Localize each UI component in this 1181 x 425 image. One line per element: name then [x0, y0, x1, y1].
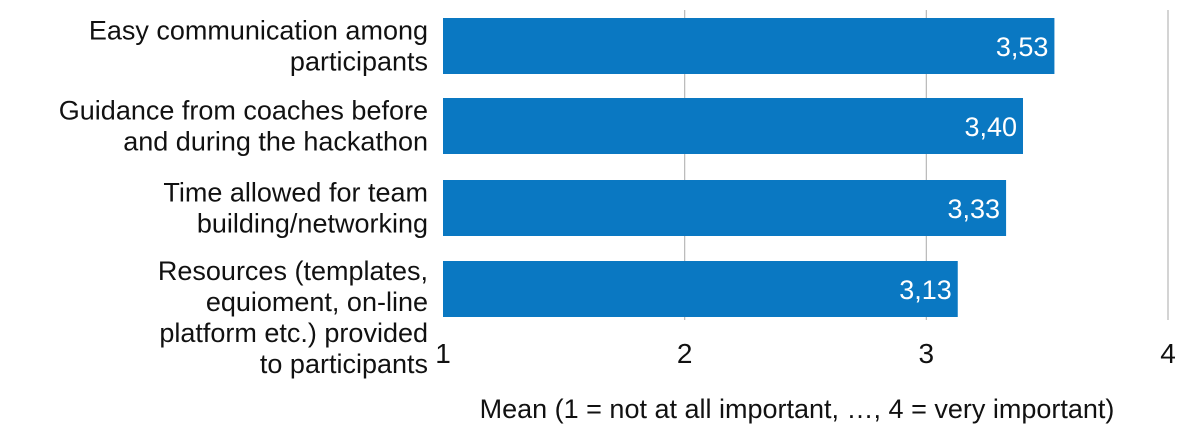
category-label-line: Easy communication among: [89, 16, 428, 46]
value-label-1: 3,53: [996, 32, 1049, 62]
value-label-4: 3,13: [899, 275, 952, 305]
bar-3: [443, 180, 1007, 236]
category-label-4: Resources (templates, equioment, on-line p…: [158, 256, 428, 379]
value-label-3: 3,33: [948, 194, 1001, 224]
category-label-2: Guidance from coaches before and during t…: [59, 96, 428, 157]
category-label-line: participants: [290, 47, 428, 77]
category-label-1: Easy communication among participants: [89, 16, 428, 77]
x-tick-label-3: 3: [919, 338, 935, 369]
category-label-line: platform etc.) provided: [159, 318, 428, 348]
bars: [443, 18, 1055, 317]
value-labels: 3,53 3,40 3,33 3,13: [899, 32, 1048, 305]
x-tick-labels: 1 2 3 4: [435, 338, 1176, 369]
category-label-line: Time allowed for team: [163, 178, 428, 208]
x-tick-label-1: 1: [435, 338, 451, 369]
category-label-line: equioment, on-line: [206, 287, 428, 317]
category-label-3: Time allowed for team building/networking: [163, 178, 428, 239]
category-label-line: to participants: [260, 349, 428, 379]
x-tick-label-2: 2: [677, 338, 693, 369]
category-label-line: building/networking: [197, 209, 428, 239]
x-axis-title: Mean (1 = not at all important, …, 4 = v…: [480, 394, 1115, 424]
bar-1: [443, 18, 1055, 74]
category-label-line: Guidance from coaches before: [59, 96, 428, 126]
x-tick-label-4: 4: [1160, 338, 1176, 369]
bar-4: [443, 261, 958, 317]
category-label-line: Resources (templates,: [158, 256, 428, 286]
bar-2: [443, 98, 1023, 154]
category-labels: Easy communication among participants Guid…: [59, 16, 428, 380]
value-label-2: 3,40: [964, 112, 1017, 142]
category-label-line: and during the hackathon: [123, 127, 428, 157]
